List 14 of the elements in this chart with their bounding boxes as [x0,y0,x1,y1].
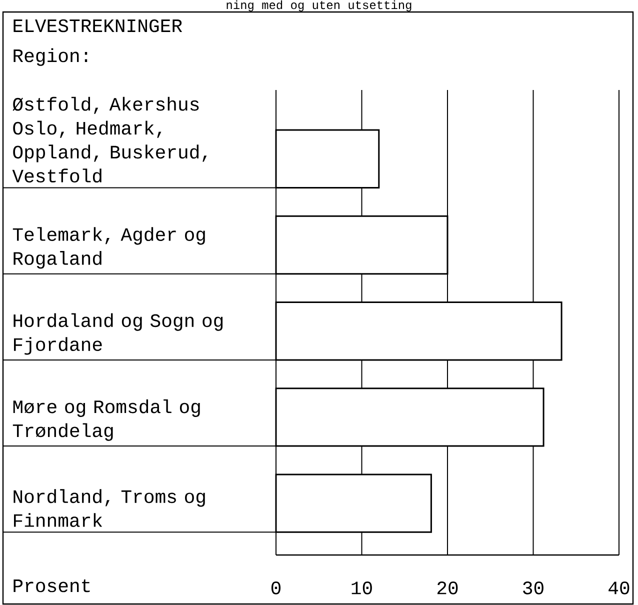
x-tick-label: 0 [271,582,281,594]
x-tick-label: 20 [437,582,458,594]
y-tick-label: Møre og Romsdal og Trøndelag [12,399,200,441]
text: ELVESTREKNINGER [14,19,182,32]
x-axis-title: Prosent [14,579,90,592]
text: ning med og uten utsetting [226,0,412,12]
x-tick-label: 40 [608,582,630,594]
y-axis-title: Region: [14,48,88,66]
y-tick-label: Telemark, Agder og Rogaland [12,227,205,269]
y-tick-label: Hordaland og Sogn og Fjordane [14,313,223,355]
y-tick-label: Østfold, Akershus Oslo, Hedmark, Oppland, Buskerud, Vestfold [12,96,207,183]
x-tick-label: 30 [523,582,544,594]
y-tick-label: Nordland, Troms og Finnmark [14,489,205,527]
x-tick-label: 10 [352,582,372,594]
